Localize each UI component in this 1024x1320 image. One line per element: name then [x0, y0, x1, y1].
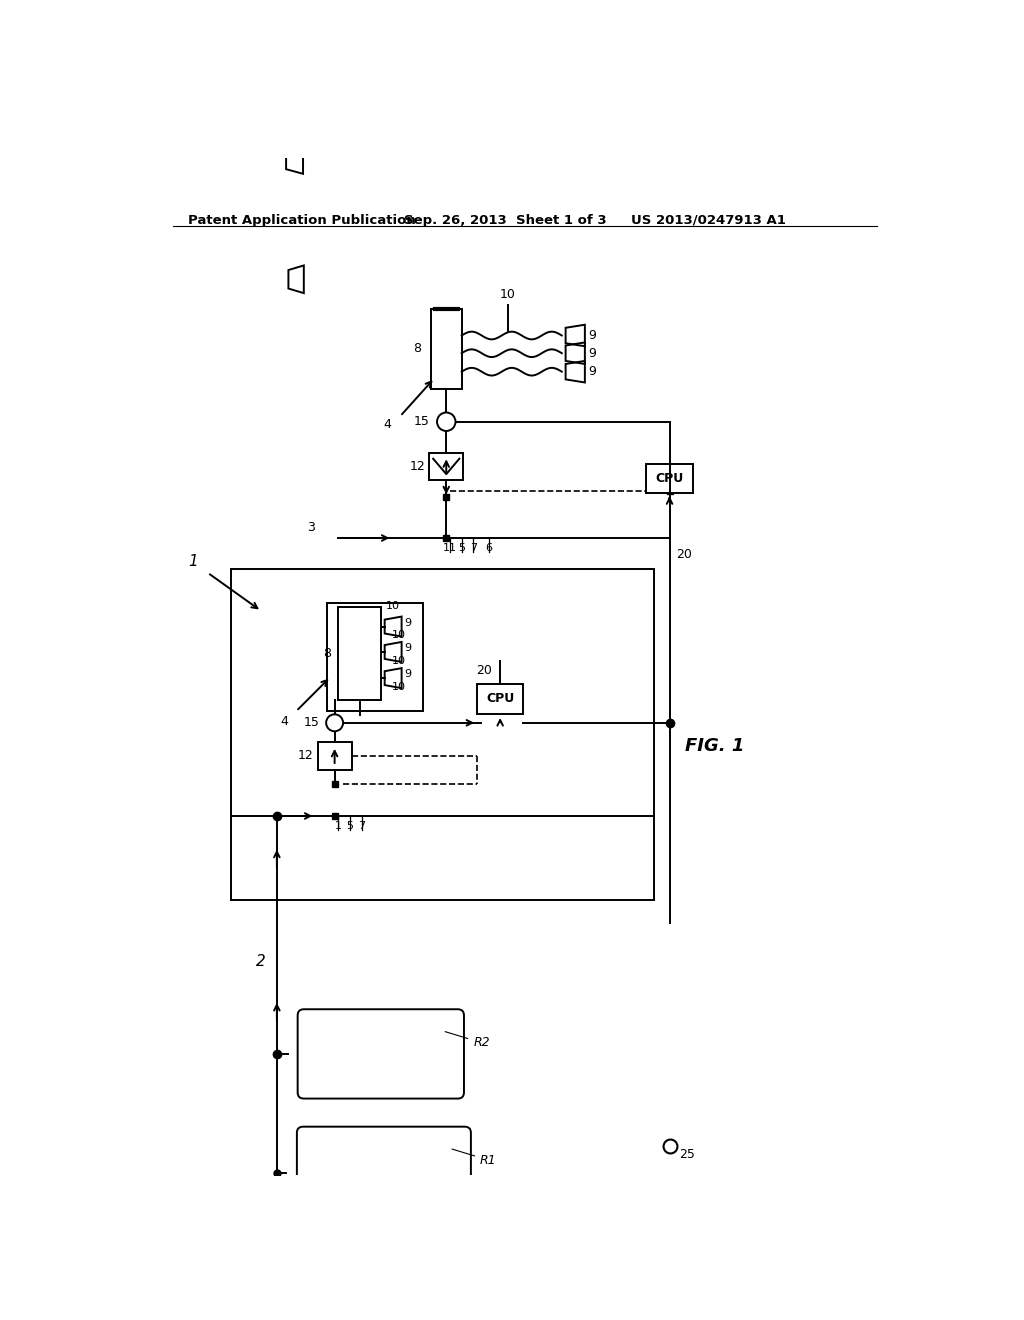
Text: 20: 20	[676, 548, 691, 561]
Text: 8: 8	[323, 647, 331, 660]
Bar	[327, 603, 423, 711]
Text: 9: 9	[403, 669, 411, 680]
Bar	[230, 569, 654, 900]
Bar	[646, 465, 692, 494]
Bar	[431, 309, 462, 389]
Text: 15: 15	[303, 717, 319, 730]
Text: 15: 15	[414, 416, 429, 428]
Text: 9: 9	[403, 643, 411, 653]
Text: 9: 9	[403, 618, 411, 628]
Circle shape	[437, 412, 456, 430]
Text: 9: 9	[589, 366, 597, 379]
Text: Patent Application Publication: Patent Application Publication	[188, 214, 416, 227]
Circle shape	[326, 714, 343, 731]
Text: 12: 12	[410, 459, 425, 473]
Text: CPU: CPU	[486, 693, 514, 705]
Text: 10: 10	[385, 601, 399, 611]
Text: 1: 1	[335, 821, 342, 832]
Text: R1: R1	[452, 1148, 497, 1167]
Bar	[477, 684, 523, 714]
Text: FIG. 1: FIG. 1	[685, 737, 744, 755]
FancyBboxPatch shape	[298, 1010, 464, 1098]
Text: 11: 11	[443, 544, 457, 553]
Text: 4: 4	[281, 714, 289, 727]
Text: 9: 9	[589, 329, 597, 342]
Text: 7: 7	[470, 544, 477, 553]
Bar	[429, 453, 463, 480]
FancyBboxPatch shape	[297, 1127, 471, 1220]
Text: 25: 25	[679, 1147, 694, 1160]
Text: 2: 2	[256, 954, 265, 969]
Text: 12: 12	[298, 750, 313, 763]
Text: 10: 10	[500, 288, 516, 301]
Text: Sep. 26, 2013  Sheet 1 of 3: Sep. 26, 2013 Sheet 1 of 3	[403, 214, 606, 227]
Text: 10: 10	[391, 656, 406, 665]
Text: 3: 3	[307, 521, 315, 535]
Bar	[317, 742, 351, 770]
Text: 4: 4	[383, 417, 391, 430]
Text: 7: 7	[358, 821, 366, 832]
Text: 1: 1	[188, 553, 199, 569]
Text: R2: R2	[445, 1032, 489, 1049]
Text: CPU: CPU	[655, 473, 684, 486]
Text: 5: 5	[346, 821, 353, 832]
Text: 9: 9	[589, 347, 597, 360]
Bar	[339, 607, 381, 700]
Text: 5: 5	[458, 544, 465, 553]
Text: 20: 20	[476, 664, 493, 677]
Text: US 2013/0247913 A1: US 2013/0247913 A1	[631, 214, 786, 227]
Text: 6: 6	[485, 544, 493, 553]
Text: 10: 10	[391, 682, 406, 692]
Text: 10: 10	[391, 631, 406, 640]
Text: 8: 8	[414, 342, 422, 355]
